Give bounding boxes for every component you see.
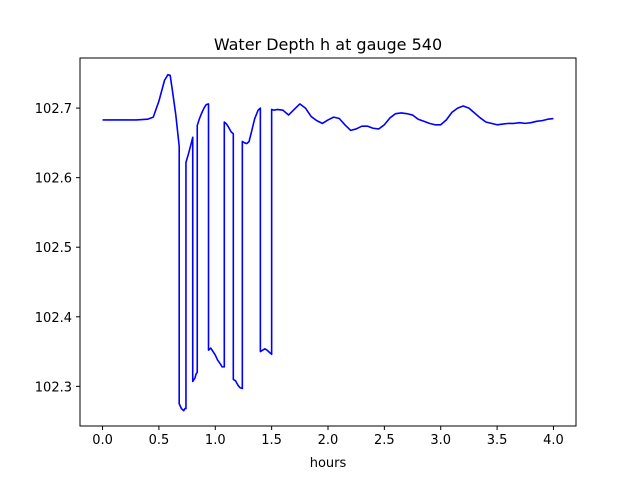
x-tick-label: 0.0: [92, 433, 113, 448]
x-tick-label: 2.5: [374, 433, 395, 448]
x-tick-label: 1.5: [261, 433, 282, 448]
x-axis-label: hours: [310, 456, 347, 471]
y-tick-label: 102.5: [35, 241, 72, 256]
chart-title: Water Depth h at gauge 540: [214, 35, 442, 54]
x-tick-label: 4.0: [543, 433, 564, 448]
x-tick-label: 1.0: [205, 433, 226, 448]
y-tick-label: 102.3: [35, 380, 72, 395]
y-tick-label: 102.6: [35, 172, 72, 187]
x-tick-label: 0.5: [149, 433, 170, 448]
y-axis: 102.3 102.4 102.5 102.6 102.7: [35, 102, 80, 395]
series-line-0: [102, 73, 554, 412]
x-tick-label: 3.0: [430, 433, 451, 448]
y-tick-label: 102.4: [35, 311, 72, 326]
x-tick-label: 2.0: [318, 433, 339, 448]
series-layer: [102, 73, 554, 412]
y-tick-label: 102.7: [35, 102, 72, 117]
x-tick-label: 3.5: [487, 433, 508, 448]
x-axis: 0.0 0.5 1.0 1.5 2.0 2.5 3.0 3.5 4.0: [92, 426, 564, 448]
